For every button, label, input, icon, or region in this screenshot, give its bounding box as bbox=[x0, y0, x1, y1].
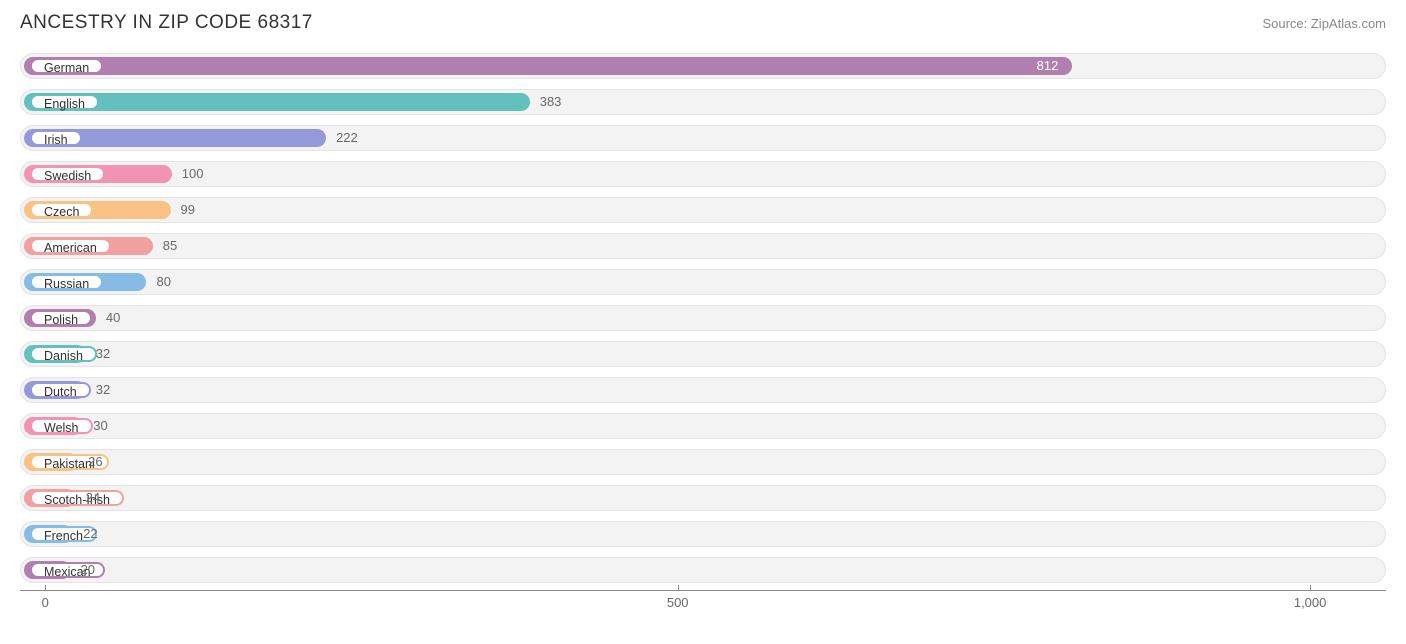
bar-value: 383 bbox=[540, 86, 562, 118]
chart-source: Source: ZipAtlas.com bbox=[1262, 12, 1386, 31]
bar-row: Czech 99 bbox=[20, 194, 1386, 226]
bar-row: Polish 40 bbox=[20, 302, 1386, 334]
bar-track bbox=[20, 197, 1386, 223]
bar-track bbox=[20, 521, 1386, 547]
bar-track bbox=[20, 269, 1386, 295]
bar-row: Russian 80 bbox=[20, 266, 1386, 298]
bar-value: 32 bbox=[96, 338, 110, 370]
bar-row: German 812 bbox=[20, 50, 1386, 82]
bar-value: 40 bbox=[106, 302, 120, 334]
bar-value: 30 bbox=[93, 410, 107, 442]
axis-tick-label: 0 bbox=[42, 595, 49, 610]
bar-row: Irish 222 bbox=[20, 122, 1386, 154]
axis-tick bbox=[1310, 585, 1311, 591]
bar-row: Mexican20 bbox=[20, 554, 1386, 586]
axis-tick bbox=[678, 585, 679, 591]
bar-fill bbox=[24, 57, 1072, 75]
axis-tick-label: 500 bbox=[667, 595, 689, 610]
bar-track bbox=[20, 485, 1386, 511]
bar-row: Scotch-Irish24 bbox=[20, 482, 1386, 514]
bar-row: English 383 bbox=[20, 86, 1386, 118]
bar-row: Pakistani26 bbox=[20, 446, 1386, 478]
bar-label-pill: English bbox=[30, 94, 99, 110]
bar-value: 80 bbox=[156, 266, 170, 298]
bar-value: 26 bbox=[88, 446, 102, 478]
bar-label-pill: Czech bbox=[30, 202, 93, 218]
bar-label-pill: Swedish bbox=[30, 166, 105, 182]
bar-track bbox=[20, 161, 1386, 187]
bar-row: French22 bbox=[20, 518, 1386, 550]
bar-row: Welsh30 bbox=[20, 410, 1386, 442]
x-axis: 0 500 1,000 bbox=[20, 590, 1386, 620]
bar-track bbox=[20, 557, 1386, 583]
bar-track bbox=[20, 305, 1386, 331]
chart-header: ANCESTRY IN ZIP CODE 68317 Source: ZipAt… bbox=[0, 0, 1406, 40]
chart-title: ANCESTRY IN ZIP CODE 68317 bbox=[20, 12, 313, 34]
bar-value: 100 bbox=[182, 158, 204, 190]
axis-tick-label: 1,000 bbox=[1294, 595, 1327, 610]
bar-label-pill: German bbox=[30, 58, 103, 74]
bar-label-pill: Irish bbox=[30, 130, 82, 146]
bar-track bbox=[20, 377, 1386, 403]
bar-label-pill: American bbox=[30, 238, 111, 254]
bar-label-pill: Russian bbox=[30, 274, 103, 290]
bar-label-pill: Scotch-Irish bbox=[30, 490, 124, 506]
bar-value: 222 bbox=[336, 122, 358, 154]
bar-track bbox=[20, 449, 1386, 475]
bar-value: 32 bbox=[96, 374, 110, 406]
bar-row: Danish32 bbox=[20, 338, 1386, 370]
bar-row: Swedish 100 bbox=[20, 158, 1386, 190]
bar-label-pill: Dutch bbox=[30, 382, 91, 398]
bar-value: 20 bbox=[81, 554, 95, 586]
axis-tick bbox=[45, 585, 46, 591]
bar-track bbox=[20, 413, 1386, 439]
bar-label-pill: Welsh bbox=[30, 418, 93, 434]
chart-area: German 812 English 383 Irish 222 Swedish 100 Cze… bbox=[0, 40, 1406, 586]
bar-value: 99 bbox=[181, 194, 195, 226]
bar-fill bbox=[24, 93, 530, 111]
bar-value: 24 bbox=[86, 482, 100, 514]
bar-row: Dutch 32 bbox=[20, 374, 1386, 406]
bar-label-pill: Danish bbox=[30, 346, 97, 362]
bar-row: American 85 bbox=[20, 230, 1386, 262]
bar-value: 22 bbox=[83, 518, 97, 550]
bar-track bbox=[20, 341, 1386, 367]
bar-track bbox=[20, 233, 1386, 259]
bar-value: 85 bbox=[163, 230, 177, 262]
bar-value: 812 bbox=[1037, 50, 1059, 82]
bar-label-pill: Polish bbox=[30, 310, 92, 326]
